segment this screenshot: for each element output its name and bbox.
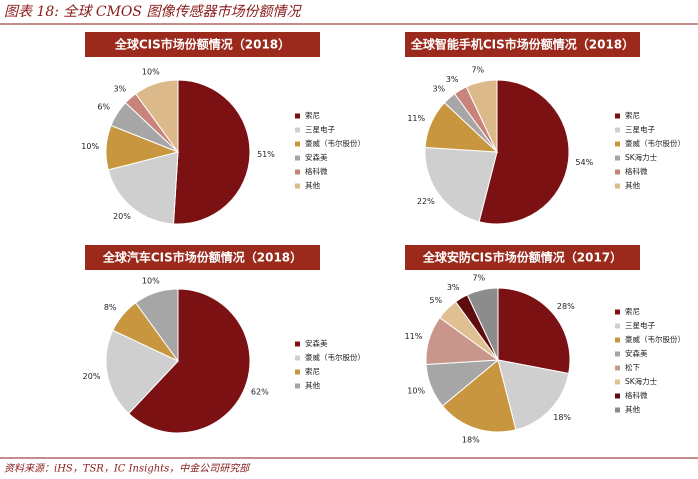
pie-slice (134, 288, 179, 363)
pie-slice (172, 79, 251, 225)
pie-slice (478, 79, 570, 225)
legend-label: 豪威（韦尔股份） (625, 334, 685, 344)
legend-label: 三星电子 (305, 124, 335, 134)
legend-label: 松下 (625, 362, 640, 372)
pie-slice (441, 359, 517, 433)
data-label: 18% (462, 435, 480, 444)
legend-label: 三星电子 (625, 320, 655, 330)
legend-swatch (615, 337, 620, 343)
data-label: 10% (81, 142, 99, 151)
legend-label: SK海力士 (625, 152, 658, 162)
data-label: 20% (113, 212, 131, 221)
legend-label: 安森美 (305, 338, 328, 348)
chart-title: 全球安防CIS市场份额情况（2017） (422, 250, 622, 265)
data-label: 3% (447, 283, 460, 292)
source-note: 资料来源：iHS，TSR，IC Insights，中金公司研究部 (4, 463, 251, 475)
legend-swatch (295, 169, 300, 175)
data-label: 10% (142, 68, 160, 77)
legend-label: 其他 (625, 404, 640, 414)
legend-swatch (615, 183, 620, 189)
figure-title: 图表 18: 全球 CMOS 图像传感器市场份额情况 (4, 4, 302, 20)
legend-swatch (615, 309, 620, 315)
legend-label: 格科微 (625, 390, 648, 400)
pie-slice (465, 79, 498, 153)
pie-slice (497, 359, 570, 431)
data-label: 20% (83, 372, 101, 381)
legend-swatch (295, 341, 300, 347)
legend-label: 豪威（韦尔股份） (305, 138, 365, 148)
pie-slice (466, 287, 499, 361)
data-label: 11% (407, 114, 425, 123)
legend-swatch (295, 383, 300, 389)
legend-label: 三星电子 (625, 124, 655, 134)
legend-swatch (295, 183, 300, 189)
legend-label: 格科微 (625, 166, 648, 176)
legend-swatch (615, 141, 620, 147)
legend-swatch (295, 113, 300, 119)
legend-swatch (295, 141, 300, 147)
legend-label: 索尼 (625, 110, 640, 120)
chart-title-banner (405, 32, 640, 57)
data-label: 3% (446, 75, 459, 84)
legend-swatch (615, 155, 620, 161)
legend-label: 索尼 (305, 366, 320, 376)
legend-swatch (615, 379, 620, 385)
data-label: 3% (113, 84, 126, 93)
data-label: 54% (575, 158, 593, 167)
chart-title: 全球汽车CIS市场份额情况（2018） (102, 250, 302, 265)
data-label: 11% (405, 332, 423, 341)
legend-swatch (615, 127, 620, 133)
chart-title: 全球CIS市场份额情况（2018） (114, 37, 290, 52)
data-label: 6% (97, 102, 110, 111)
pie-slice (128, 288, 251, 434)
legend-label: SK海力士 (625, 376, 658, 386)
chart-title: 全球智能手机CIS市场份额情况（2018） (410, 37, 634, 52)
data-label: 10% (142, 277, 160, 286)
chart-title-banner (85, 245, 320, 270)
pie-slice (107, 151, 179, 225)
data-label: 3% (432, 84, 445, 93)
data-label: 62% (251, 387, 269, 396)
legend-label: 其他 (305, 380, 320, 390)
data-label: 18% (553, 413, 571, 422)
legend-swatch (295, 355, 300, 361)
data-label: 5% (429, 296, 442, 305)
legend-label: 豪威（韦尔股份） (305, 352, 365, 362)
legend-label: 索尼 (625, 306, 640, 316)
legend-swatch (615, 365, 620, 371)
legend-swatch (615, 407, 620, 413)
legend-swatch (615, 323, 620, 329)
data-label: 7% (471, 66, 484, 75)
legend-label: 其他 (305, 180, 320, 190)
legend-label: 格科微 (305, 166, 328, 176)
pie-slice (134, 79, 179, 154)
data-label: 10% (407, 386, 425, 395)
legend-swatch (295, 127, 300, 133)
legend-swatch (295, 155, 300, 161)
legend-swatch (615, 351, 620, 357)
legend-label: 豪威（韦尔股份） (625, 138, 685, 148)
data-label: 51% (257, 150, 275, 159)
data-label: 28% (557, 302, 575, 311)
pie-slice (424, 146, 498, 223)
legend-swatch (615, 169, 620, 175)
pie-slice (105, 329, 179, 415)
chart-title-banner (85, 32, 320, 57)
legend-label: 其他 (625, 180, 640, 190)
pie-slice (497, 287, 571, 375)
chart-title-banner (405, 245, 640, 270)
data-label: 22% (417, 197, 435, 206)
legend-swatch (615, 393, 620, 399)
data-label: 7% (472, 274, 485, 283)
legend-swatch (295, 369, 300, 375)
legend-label: 安森美 (625, 348, 648, 358)
legend-label: 索尼 (305, 110, 320, 120)
data-label: 8% (104, 303, 117, 312)
legend-swatch (615, 113, 620, 119)
legend-label: 安森美 (305, 152, 328, 162)
